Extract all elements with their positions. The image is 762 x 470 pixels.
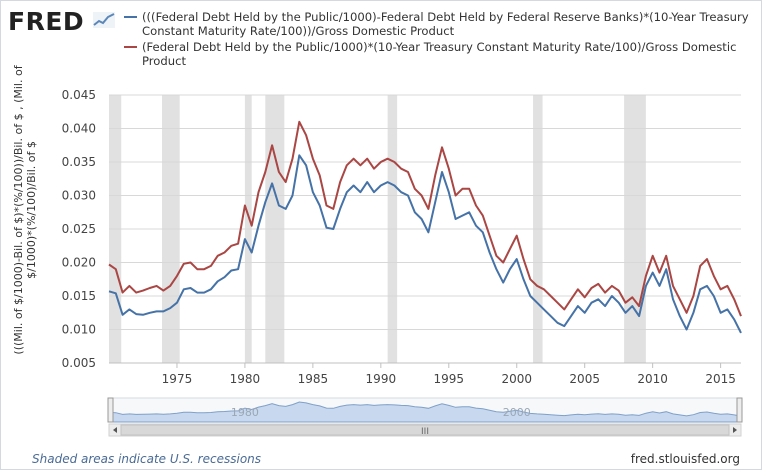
x-tick-label: 2000 bbox=[501, 372, 532, 386]
y-tick-label: 0.005 bbox=[62, 356, 96, 370]
legend-swatch-blue bbox=[124, 16, 137, 18]
legend-item-blue[interactable]: (((Federal Debt Held by the Public/1000)… bbox=[124, 10, 754, 38]
fred-logo[interactable]: FRED bbox=[8, 7, 85, 36]
x-tick-label: 1975 bbox=[162, 372, 193, 386]
recession-note[interactable]: Shaded areas indicate U.S. recessions bbox=[32, 452, 262, 466]
scroll-left-icon[interactable] bbox=[113, 427, 117, 433]
legend: (((Federal Debt Held by the Public/1000)… bbox=[124, 10, 754, 70]
y-tick-label: 0.025 bbox=[62, 222, 96, 236]
legend-label-blue: (((Federal Debt Held by the Public/1000)… bbox=[142, 10, 749, 38]
y-tick-label: 0.010 bbox=[62, 323, 96, 337]
x-tick-label: 2010 bbox=[637, 372, 668, 386]
navigator-right-handle[interactable] bbox=[736, 397, 743, 423]
source-url[interactable]: fred.stlouisfed.org bbox=[630, 452, 740, 466]
y-tick-label: 0.020 bbox=[62, 256, 96, 270]
navigator-left-handle[interactable] bbox=[107, 397, 114, 423]
navigator-area bbox=[108, 401, 742, 423]
series-line-blue[interactable] bbox=[108, 154, 742, 334]
x-tick-label: 1980 bbox=[230, 372, 261, 386]
x-tick-label: 2005 bbox=[569, 372, 600, 386]
y-tick-label: 0.040 bbox=[62, 122, 96, 136]
legend-label-red: (Federal Debt Held by the Public/1000)*(… bbox=[142, 40, 737, 68]
x-tick-label: 2015 bbox=[705, 372, 736, 386]
scroll-right-icon[interactable] bbox=[733, 427, 737, 433]
x-tick-label: 1985 bbox=[298, 372, 329, 386]
trend-line-icon bbox=[93, 12, 115, 28]
navigator-label: 1980 bbox=[231, 406, 259, 419]
y-tick-label: 0.035 bbox=[62, 155, 96, 169]
legend-item-red[interactable]: (Federal Debt Held by the Public/1000)*(… bbox=[124, 40, 754, 68]
y-tick-label: 0.015 bbox=[62, 289, 96, 303]
legend-swatch-red bbox=[124, 46, 137, 48]
y-tick-label: 0.045 bbox=[62, 88, 96, 102]
series-line-red[interactable] bbox=[108, 120, 742, 317]
x-tick-label: 1995 bbox=[434, 372, 465, 386]
x-tick-label: 1990 bbox=[366, 372, 397, 386]
scrollbar-grip: III bbox=[421, 427, 429, 437]
navigator-label: 2000 bbox=[503, 406, 531, 419]
y-tick-label: 0.030 bbox=[62, 189, 96, 203]
scrollbar-thumb[interactable] bbox=[120, 424, 730, 436]
